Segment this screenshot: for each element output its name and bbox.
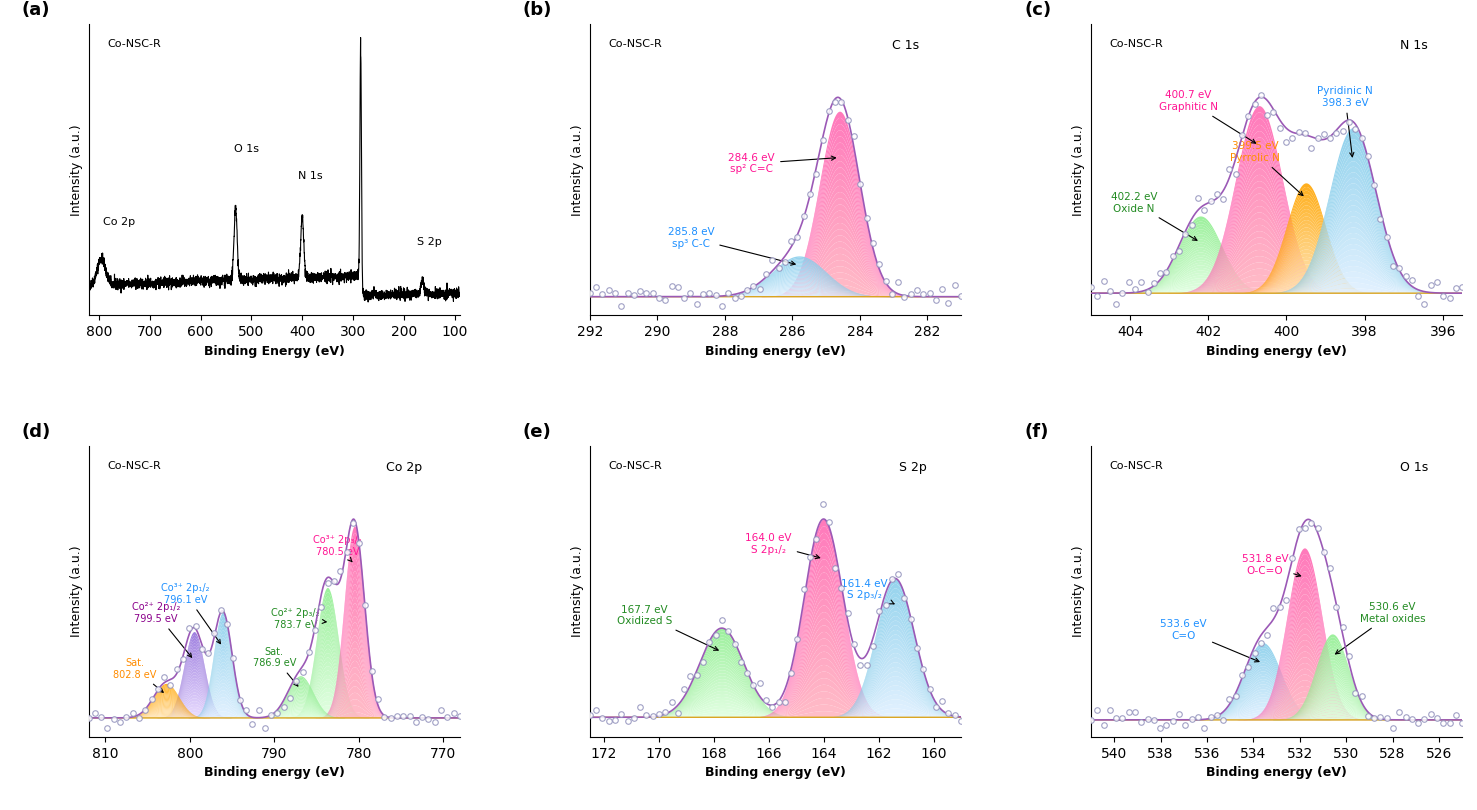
Text: S 2p: S 2p — [417, 237, 442, 247]
Text: O 1s: O 1s — [233, 144, 258, 154]
X-axis label: Binding Energy (eV): Binding Energy (eV) — [204, 344, 344, 357]
Text: Co-NSC-R: Co-NSC-R — [1109, 461, 1164, 471]
Text: Co 2p: Co 2p — [103, 217, 136, 228]
Y-axis label: Intensity (a.u.): Intensity (a.u.) — [69, 546, 83, 637]
Text: (e): (e) — [523, 423, 552, 441]
Text: Pyridinic N
398.3 eV: Pyridinic N 398.3 eV — [1317, 86, 1372, 157]
X-axis label: Binding energy (eV): Binding energy (eV) — [1207, 766, 1347, 779]
Y-axis label: Intensity (a.u.): Intensity (a.u.) — [69, 124, 83, 215]
Text: 531.8 eV
O-C=O: 531.8 eV O-C=O — [1242, 554, 1301, 577]
Text: O 1s: O 1s — [1400, 461, 1428, 474]
X-axis label: Binding energy (eV): Binding energy (eV) — [705, 766, 846, 779]
Y-axis label: Intensity (a.u.): Intensity (a.u.) — [572, 546, 585, 637]
Y-axis label: Intensity (a.u.): Intensity (a.u.) — [1072, 124, 1086, 215]
Text: Co-NSC-R: Co-NSC-R — [1109, 39, 1164, 49]
Y-axis label: Intensity (a.u.): Intensity (a.u.) — [1072, 546, 1086, 637]
Text: 402.2 eV
Oxide N: 402.2 eV Oxide N — [1111, 192, 1196, 241]
Text: 399.5 eV
Pyrrolic N: 399.5 eV Pyrrolic N — [1230, 141, 1303, 195]
Text: Sat.
802.8 eV: Sat. 802.8 eV — [114, 658, 162, 693]
Text: 164.0 eV
S 2p₁/₂: 164.0 eV S 2p₁/₂ — [746, 533, 820, 559]
Text: 400.7 eV
Graphitic N: 400.7 eV Graphitic N — [1159, 91, 1255, 143]
Text: (c): (c) — [1024, 1, 1052, 19]
Text: Sat.
786.9 eV: Sat. 786.9 eV — [253, 646, 298, 686]
Text: 161.4 eV
S 2p₃/₂: 161.4 eV S 2p₃/₂ — [842, 579, 894, 604]
Text: Co-NSC-R: Co-NSC-R — [108, 39, 161, 49]
Text: 284.6 eV
sp² C=C: 284.6 eV sp² C=C — [728, 153, 836, 174]
Text: (a): (a) — [22, 1, 50, 19]
Y-axis label: Intensity (a.u.): Intensity (a.u.) — [572, 124, 585, 215]
Text: Co-NSC-R: Co-NSC-R — [609, 461, 662, 471]
X-axis label: Binding energy (eV): Binding energy (eV) — [1207, 344, 1347, 357]
Text: 530.6 eV
Metal oxides: 530.6 eV Metal oxides — [1335, 603, 1425, 654]
Text: Co-NSC-R: Co-NSC-R — [609, 39, 662, 49]
X-axis label: Binding energy (eV): Binding energy (eV) — [705, 344, 846, 357]
Text: S 2p: S 2p — [899, 461, 926, 474]
Text: Co³⁺ 2p₁/₂
796.1 eV: Co³⁺ 2p₁/₂ 796.1 eV — [161, 583, 220, 644]
Text: 285.8 eV
sp³ C-C: 285.8 eV sp³ C-C — [668, 227, 795, 265]
Text: C 1s: C 1s — [892, 39, 919, 52]
Text: Co³⁺ 2p₃/₂
780.5 eV: Co³⁺ 2p₃/₂ 780.5 eV — [313, 535, 362, 562]
Text: 167.7 eV
Oxidized S: 167.7 eV Oxidized S — [617, 604, 718, 650]
Text: 533.6 eV
C=O: 533.6 eV C=O — [1161, 620, 1258, 662]
Text: (d): (d) — [22, 423, 52, 441]
Text: Co-NSC-R: Co-NSC-R — [108, 461, 161, 471]
Text: Co²⁺ 2p₁/₂
799.5 eV: Co²⁺ 2p₁/₂ 799.5 eV — [131, 603, 192, 657]
X-axis label: Binding energy (eV): Binding energy (eV) — [204, 766, 344, 779]
Text: Co²⁺ 2p₃/₂
783.7 eV: Co²⁺ 2p₃/₂ 783.7 eV — [272, 608, 326, 629]
Text: N 1s: N 1s — [1400, 39, 1428, 52]
Text: (b): (b) — [523, 1, 552, 19]
Text: (f): (f) — [1024, 423, 1049, 441]
Text: N 1s: N 1s — [297, 171, 322, 181]
Text: Co 2p: Co 2p — [385, 461, 422, 474]
